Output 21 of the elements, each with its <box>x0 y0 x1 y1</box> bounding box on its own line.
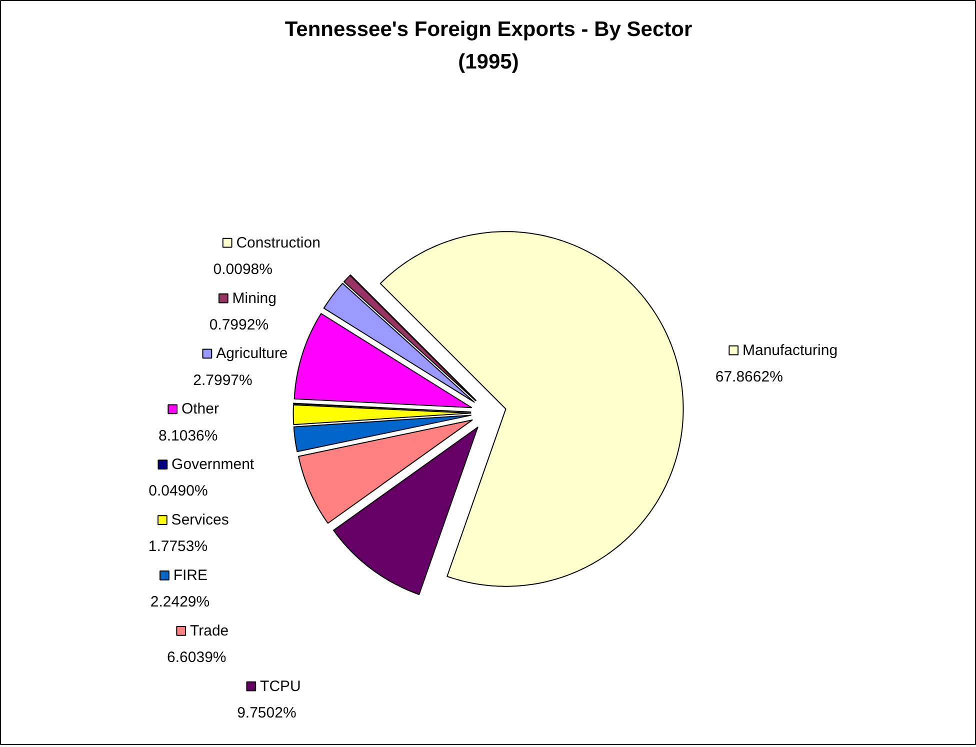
data-label: 6.6039% <box>167 649 226 666</box>
data-label: 8.1036% <box>158 427 218 444</box>
legend-label: Government <box>172 456 255 474</box>
data-label: 9.7502% <box>237 704 296 722</box>
data-label: 67.8662% <box>715 368 783 386</box>
legend-label: Services <box>171 512 229 529</box>
legend-label: Agriculture <box>216 345 288 362</box>
data-label: 2.7997% <box>193 372 252 389</box>
legend-label: FIRE <box>173 566 208 584</box>
legend-label: Other <box>181 400 219 418</box>
data-label: 0.7992% <box>209 316 269 334</box>
data-label: 2.2429% <box>150 594 210 611</box>
legend-label: Mining <box>232 290 276 307</box>
data-label: 0.0098% <box>213 260 272 278</box>
data-label: 0.0490% <box>148 482 208 500</box>
legend-label: Trade <box>190 622 229 640</box>
legend-label: Construction <box>236 234 320 252</box>
legend-label: Manufacturing <box>742 342 838 359</box>
data-label: 1.7753% <box>148 538 208 556</box>
legend-label: TCPU <box>260 678 301 695</box>
chart-title: Tennessee's Foreign Exports - By Sector (1995) <box>284 18 692 74</box>
